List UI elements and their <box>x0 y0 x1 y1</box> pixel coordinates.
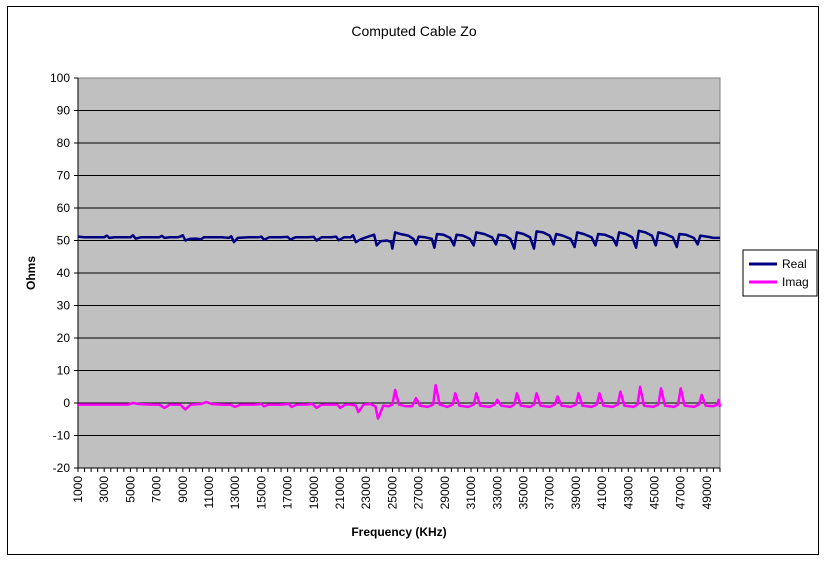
x-tick-label: 3000 <box>97 476 111 503</box>
chart-title: Computed Cable Zo <box>351 23 477 39</box>
y-tick-label: 70 <box>57 169 71 183</box>
x-tick-label: 17000 <box>281 476 295 510</box>
y-tick-label: -10 <box>53 429 71 443</box>
x-tick-label: 23000 <box>359 476 373 510</box>
y-tick-label: 40 <box>57 266 71 280</box>
x-tick-label: 11000 <box>202 476 216 509</box>
x-axis-label: Frequency (KHz) <box>351 525 446 539</box>
x-tick-label: 7000 <box>150 476 164 503</box>
x-tick-label: 47000 <box>674 476 688 510</box>
x-tick-label: 9000 <box>176 476 190 503</box>
series-layer <box>77 229 722 420</box>
x-tick-label: 19000 <box>307 476 321 510</box>
x-tick-label: 31000 <box>464 476 478 510</box>
x-tick-label: 1000 <box>71 476 85 503</box>
legend-label-imag: Imag <box>782 275 809 289</box>
y-tick-label: -20 <box>53 461 71 475</box>
series-line-real <box>77 229 720 250</box>
x-tick-label: 43000 <box>621 476 635 510</box>
x-tick-label: 25000 <box>385 476 399 510</box>
x-tick-label: 35000 <box>516 476 530 510</box>
y-tick-label: 90 <box>57 104 71 118</box>
y-tick-label: 50 <box>57 234 71 248</box>
x-tick-label: 29000 <box>438 476 452 510</box>
x-tick-label: 15000 <box>254 476 268 510</box>
y-axis-label: Ohms <box>24 256 38 290</box>
y-tick-label: 30 <box>57 299 71 313</box>
x-axis: 1000 3000 5000 7000 9000 11000 13000 15000 17000… <box>71 467 721 510</box>
legend-label-real: Real <box>782 257 807 271</box>
x-tick-label: 5000 <box>123 476 137 503</box>
y-tick-label: 100 <box>50 71 70 85</box>
x-tick-label: 27000 <box>412 476 426 510</box>
legend-box <box>742 249 818 297</box>
x-tick-label: 33000 <box>490 476 504 510</box>
y-tick-label: 0 <box>63 396 70 410</box>
series-line-imag <box>78 383 722 420</box>
x-tick-label: 21000 <box>333 476 347 510</box>
x-tick-label: 41000 <box>595 476 609 510</box>
y-tick-label: 10 <box>57 364 71 378</box>
x-tick-label: 13000 <box>228 476 242 510</box>
y-tick-label: 80 <box>57 136 71 150</box>
x-tick-label: 39000 <box>569 476 583 510</box>
y-tick-label: 20 <box>57 331 71 345</box>
y-tick-label: 60 <box>57 201 71 215</box>
legend: Real Imag <box>742 249 818 297</box>
x-tick-label: 45000 <box>647 476 661 510</box>
x-tick-label: 49000 <box>700 476 714 510</box>
x-tick-label: 37000 <box>543 476 557 510</box>
